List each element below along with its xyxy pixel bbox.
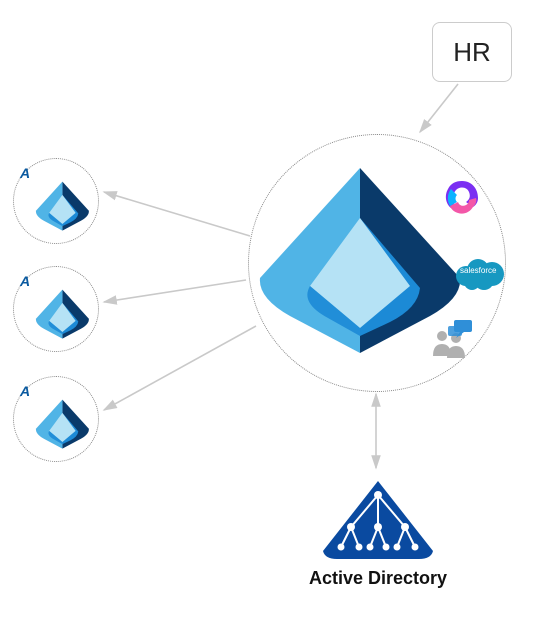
salesforce-label: salesforce [460, 266, 496, 275]
active-directory-icon [323, 481, 433, 559]
m365-icon [442, 178, 482, 218]
arrow-hub-to-t2 [104, 280, 246, 302]
arrow-hr-to-hub [420, 84, 458, 132]
entra-logo-small [33, 287, 92, 340]
active-directory-label: Active Directory [288, 568, 468, 589]
tenant-badge: A [20, 383, 30, 399]
tenant-node: A [13, 158, 99, 244]
entra-logo-small [33, 397, 92, 450]
tenant-node: A [13, 266, 99, 352]
tenant-badge: A [20, 165, 30, 181]
salesforce-icon: salesforce [454, 256, 506, 292]
community-icon [430, 316, 476, 362]
entra-logo-small [33, 179, 92, 232]
arrow-hub-to-t1 [104, 192, 250, 236]
diagram-canvas: HR salesforce [0, 0, 535, 618]
tenant-node: A [13, 376, 99, 462]
arrow-hub-to-t3 [104, 326, 256, 410]
tenant-badge: A [20, 273, 30, 289]
hr-node: HR [432, 22, 512, 82]
hr-label: HR [453, 37, 491, 68]
